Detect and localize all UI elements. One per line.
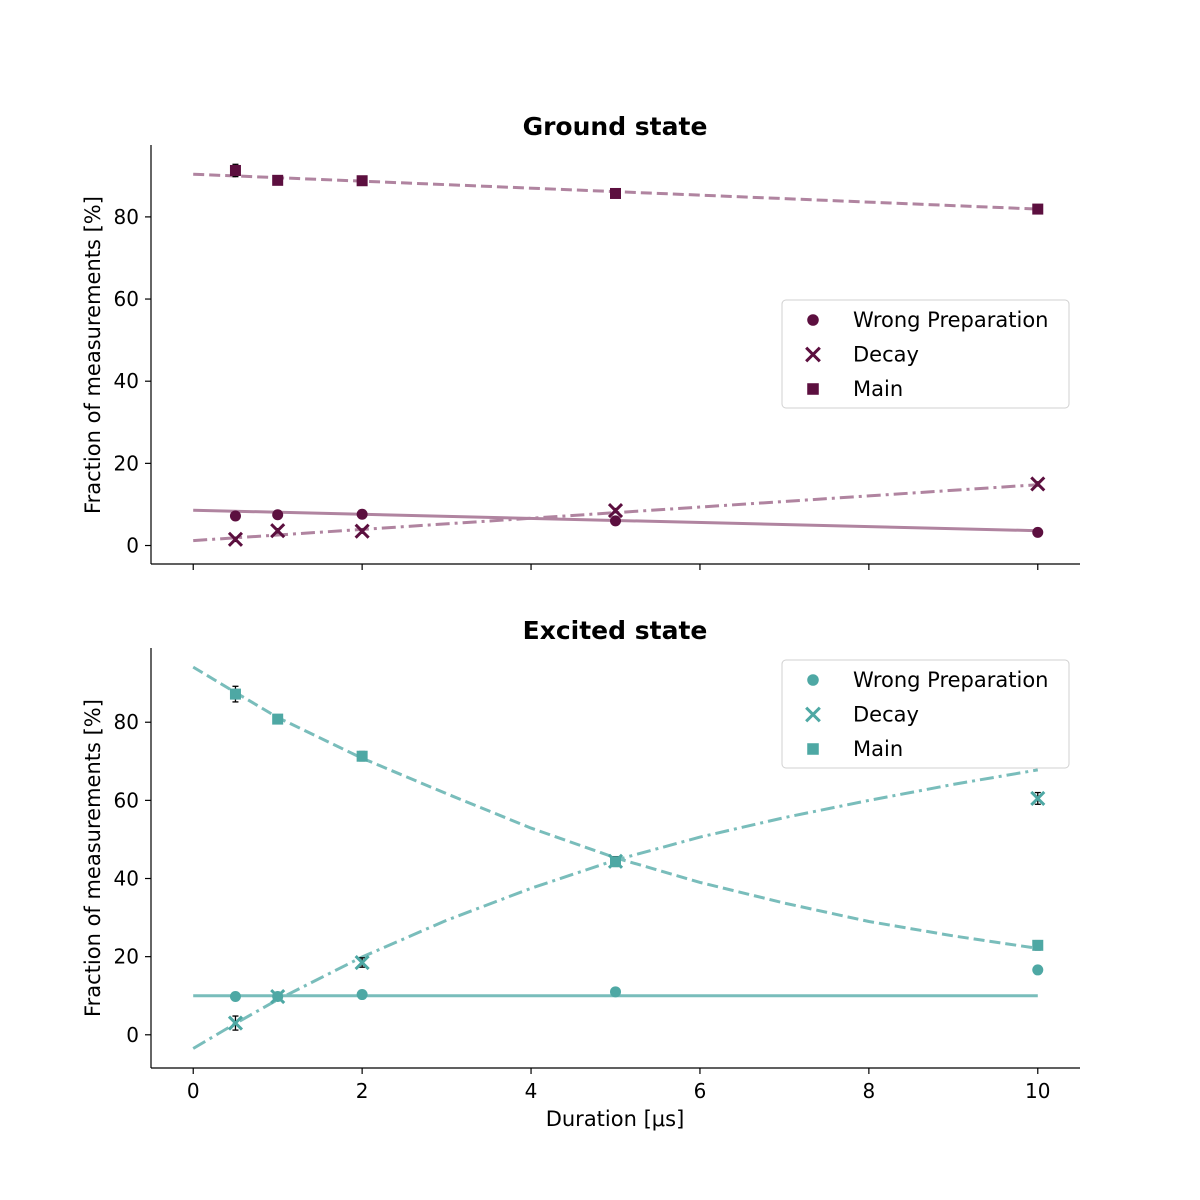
legend-wrong-preparation-label: Wrong Preparation — [853, 308, 1048, 332]
y-axis-label: Fraction of measurements [%] — [81, 196, 105, 514]
x-tick-label: 6 — [694, 1079, 707, 1103]
y-tick-label: 60 — [114, 287, 139, 311]
main-point — [610, 187, 621, 199]
x-tick-label: 8 — [862, 1079, 875, 1103]
decay-point — [1030, 476, 1046, 492]
decay-point — [227, 1015, 244, 1031]
legend-wrong-preparation-marker — [807, 674, 819, 686]
axes: 0 20 40 60 80 — [114, 145, 1080, 570]
y-tick-label: 80 — [114, 710, 139, 734]
decay-point — [354, 954, 370, 971]
y-tick-label: 40 — [114, 369, 139, 393]
wrong-preparation-point — [610, 515, 621, 527]
main-point — [1032, 203, 1044, 215]
y-tick-label: 0 — [126, 1023, 139, 1047]
wrong-preparation-point — [229, 991, 241, 1003]
legend-wrong-preparation-marker — [807, 314, 819, 326]
x-tick-label: 10 — [1025, 1079, 1050, 1103]
wrong-preparation-point — [356, 508, 368, 520]
y-tick-label: 60 — [114, 788, 139, 812]
chart-title: Excited state — [523, 616, 708, 645]
main-point — [229, 688, 241, 700]
legend-main-marker — [807, 383, 819, 395]
main-point — [610, 856, 621, 868]
x-tick-label: 0 — [187, 1079, 200, 1103]
axes: 0 2 4 6 8 10 0 20 40 60 80 — [114, 648, 1080, 1103]
legend-main-label: Main — [853, 377, 903, 401]
legend: Wrong Preparation Decay Main — [781, 659, 1070, 769]
main-point — [1032, 939, 1044, 951]
main-point — [272, 174, 284, 186]
main-point — [356, 175, 368, 187]
y-tick-label: 20 — [114, 451, 139, 475]
wrong-preparation-point — [610, 986, 621, 998]
legend-decay-label: Decay — [853, 703, 919, 727]
decay-point — [607, 503, 624, 519]
main-point — [356, 750, 368, 762]
excited-state-panel: Excited state Fraction of measurements [… — [81, 616, 1080, 1131]
legend-decay-marker — [805, 706, 821, 723]
chart-title: Ground state — [523, 112, 708, 141]
legend-box — [781, 299, 1070, 409]
legend-box — [781, 659, 1070, 769]
legend-main-marker — [807, 743, 819, 755]
wrong-preparation-point — [1032, 526, 1044, 538]
legend-decay-marker — [805, 346, 821, 363]
decay-point — [354, 523, 370, 539]
x-tick-label: 2 — [356, 1079, 369, 1103]
x-axis-label: Duration [μs] — [546, 1107, 685, 1131]
legend: Wrong Preparation Decay Main — [781, 299, 1070, 409]
decay-point — [270, 523, 286, 539]
x-tick-label: 4 — [525, 1079, 538, 1103]
y-tick-label: 40 — [114, 867, 139, 891]
y-tick-label: 20 — [114, 945, 139, 969]
main-point — [229, 164, 241, 176]
decay-point — [1030, 790, 1046, 806]
legend-decay-label: Decay — [853, 343, 919, 367]
y-tick-label: 0 — [126, 534, 139, 558]
legend-wrong-preparation-label: Wrong Preparation — [853, 668, 1048, 692]
decay-fit-line — [192, 768, 1039, 1050]
ground-state-panel: Ground state Fraction of measurements [%… — [81, 112, 1080, 570]
main-fit-line — [192, 665, 1039, 950]
decay-fit-line — [193, 483, 1038, 543]
data-markers — [227, 164, 1046, 547]
main-point — [272, 713, 284, 725]
data-markers — [227, 688, 1046, 1031]
legend-main-label: Main — [853, 737, 903, 761]
decay-point — [270, 988, 286, 1005]
wrong-preparation-point — [356, 989, 368, 1001]
wrong-preparation-point — [1032, 964, 1044, 976]
decay-point — [227, 531, 244, 547]
y-axis-label: Fraction of measurements [%] — [81, 699, 105, 1017]
wrong-preparation-point — [229, 510, 241, 522]
y-tick-label: 80 — [114, 205, 139, 229]
wrong-preparation-point — [272, 509, 284, 521]
